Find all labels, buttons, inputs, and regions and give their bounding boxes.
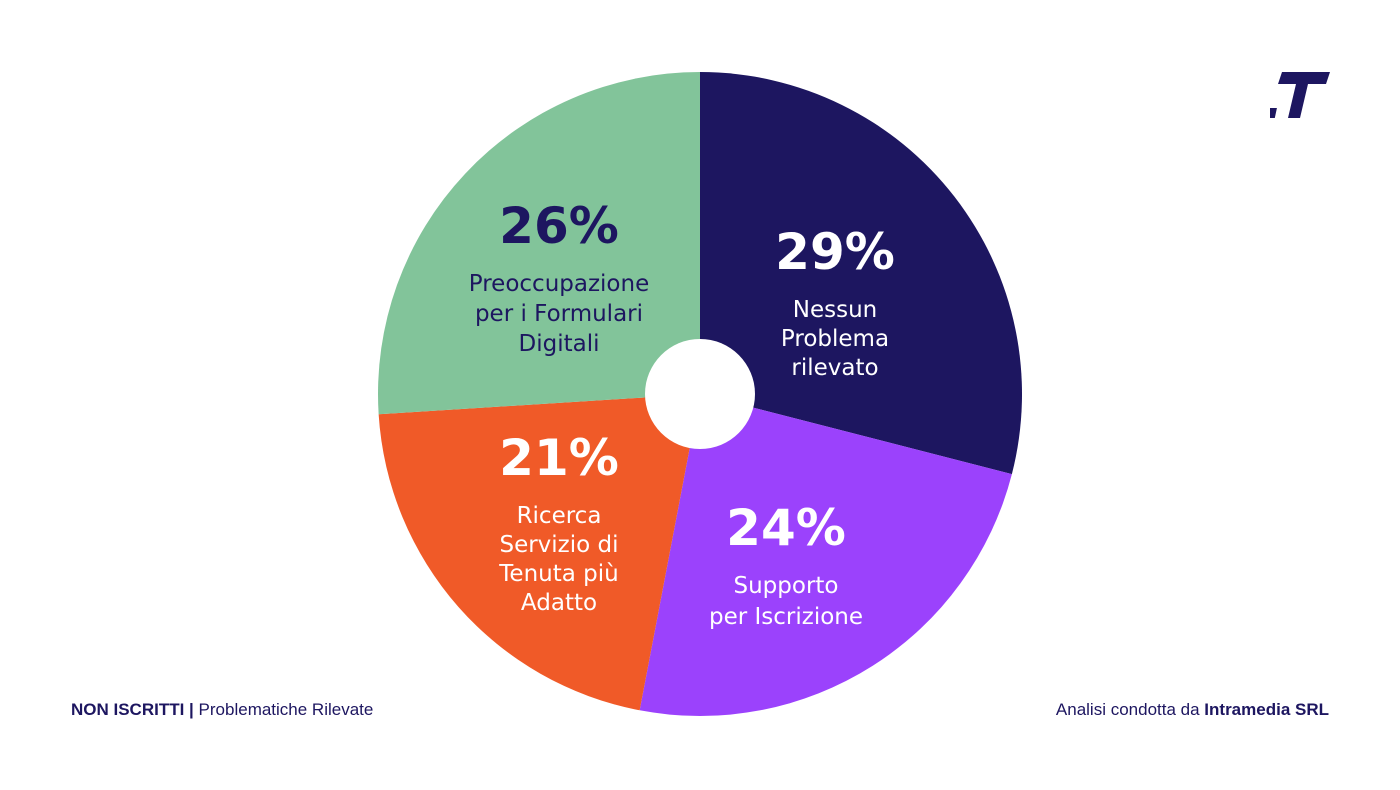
slice-category-label: Supporto [734,573,839,599]
footer-credit: Analisi condotta da Intramedia SRL [1056,700,1329,720]
pie-slice [378,72,700,415]
slice-category-label: Adatto [521,590,597,616]
slice-percent-label: 29% [775,223,895,281]
slice-category-label: per i Formulari [475,301,643,327]
slice-category-label: Tenuta più [498,561,618,587]
footer-credit-company: Intramedia SRL [1204,700,1329,719]
slice-category-label: Problema [781,326,889,352]
slice-percent-label: 26% [499,197,619,255]
pie-slice [700,72,1022,475]
pie-center-hole [645,339,755,449]
brand-t-logo-icon [1270,72,1330,118]
footer-credit-text: Analisi condotta da [1055,700,1200,719]
footer-section-strong: NON ISCRITTI | [71,700,194,719]
footer-section-title: NON ISCRITTI | Problematiche Rilevate [71,700,373,720]
slice-category-label: Nessun [793,297,877,323]
slice-category-label: rilevato [791,355,878,381]
pie-slice [378,394,700,711]
slice-percent-label: 24% [726,499,846,557]
footer-section-text: Problematiche Rilevate [198,700,374,719]
pie-slice [639,394,1012,716]
slice-category-label: per Iscrizione [709,604,863,630]
slice-percent-label: 21% [499,429,619,487]
slice-category-label: Servizio di [499,532,618,558]
slice-category-label: Preoccupazione [469,271,649,297]
slice-category-label: Ricerca [517,503,602,529]
slice-category-label: Digitali [519,331,600,357]
